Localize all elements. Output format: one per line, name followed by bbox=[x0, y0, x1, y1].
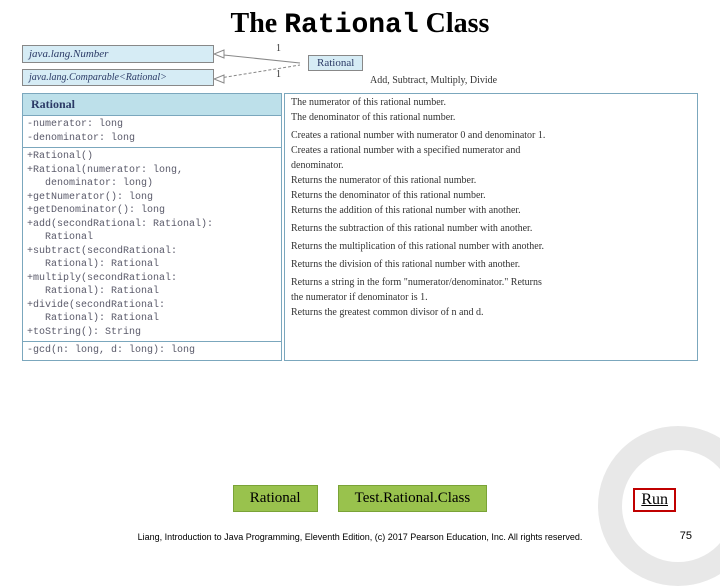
multiplicity-2: 1 bbox=[276, 69, 281, 80]
uml-op: Rational): Rational bbox=[27, 312, 277, 326]
uml-rational-box: Rational bbox=[308, 55, 363, 71]
desc: The denominator of this rational number. bbox=[291, 111, 691, 124]
desc: Creates a rational number with a specifi… bbox=[291, 144, 691, 157]
uml-parents-column: java.lang.Number java.lang.Comparable<Ra… bbox=[22, 45, 214, 89]
uml-op: +toString(): String bbox=[27, 326, 277, 340]
uml-op: +divide(secondRational: bbox=[27, 299, 277, 313]
uml-detail-tables: Rational -numerator: long -denominator: … bbox=[0, 89, 720, 361]
uml-class-area: 1 Rational 1 Add, Subtract, Multiply, Di… bbox=[220, 45, 698, 89]
desc: denominator. bbox=[291, 159, 691, 172]
desc: the numerator if denominator is 1. bbox=[291, 291, 691, 304]
page-number: 75 bbox=[680, 530, 692, 542]
uml-op: +subtract(secondRational: bbox=[27, 245, 277, 259]
uml-inheritance-diagram: java.lang.Number java.lang.Comparable<Ra… bbox=[0, 45, 720, 89]
uml-static-section: -gcd(n: long, d: long): long bbox=[23, 342, 281, 360]
uml-class-box: Rational -numerator: long -denominator: … bbox=[22, 93, 282, 361]
buttons-row: Rational Test.Rational.Class bbox=[0, 485, 720, 512]
uml-op: +getNumerator(): long bbox=[27, 191, 277, 205]
uml-attributes-section: -numerator: long -denominator: long bbox=[23, 116, 281, 148]
run-link[interactable]: Run bbox=[633, 488, 676, 512]
uml-class-header: Rational bbox=[23, 94, 281, 116]
uml-attr: -denominator: long bbox=[27, 132, 277, 146]
desc: Returns the division of this rational nu… bbox=[291, 258, 691, 271]
desc: Returns the greatest common divisor of n… bbox=[291, 306, 691, 319]
slide-title: The Rational Class bbox=[0, 8, 720, 41]
uml-op: Rational): Rational bbox=[27, 258, 277, 272]
assoc-label: Add, Subtract, Multiply, Divide bbox=[370, 75, 497, 86]
description-box: The numerator of this rational number. T… bbox=[284, 93, 698, 361]
test-rational-button[interactable]: Test.Rational.Class bbox=[338, 485, 488, 512]
desc: Returns the denominator of this rational… bbox=[291, 189, 691, 202]
uml-op: +Rational() bbox=[27, 150, 277, 164]
desc: Creates a rational number with numerator… bbox=[291, 129, 691, 142]
desc: Returns the addition of this rational nu… bbox=[291, 204, 691, 217]
footer-text: Liang, Introduction to Java Programming,… bbox=[0, 532, 720, 542]
uml-op: +multiply(secondRational: bbox=[27, 272, 277, 286]
uml-op: +getDenominator(): long bbox=[27, 204, 277, 218]
desc: Returns a string in the form "numerator/… bbox=[291, 276, 691, 289]
uml-op: +add(secondRational: Rational): bbox=[27, 218, 277, 232]
uml-op: Rational bbox=[27, 231, 277, 245]
desc: Returns the numerator of this rational n… bbox=[291, 174, 691, 187]
uml-attr: -numerator: long bbox=[27, 118, 277, 132]
uml-op: denominator: long) bbox=[27, 177, 277, 191]
desc: Returns the subtraction of this rational… bbox=[291, 222, 691, 235]
rational-button[interactable]: Rational bbox=[233, 485, 318, 512]
desc: The numerator of this rational number. bbox=[291, 96, 691, 109]
title-pre: The bbox=[231, 8, 285, 39]
title-mono: Rational bbox=[284, 10, 418, 41]
uml-operations-section: +Rational() +Rational(numerator: long, d… bbox=[23, 148, 281, 342]
multiplicity-1: 1 bbox=[276, 43, 281, 54]
uml-op: -gcd(n: long, d: long): long bbox=[27, 344, 277, 358]
title-post: Class bbox=[419, 8, 490, 39]
uml-op: Rational): Rational bbox=[27, 285, 277, 299]
desc: Returns the multiplication of this ratio… bbox=[291, 240, 691, 253]
uml-parent-comparable: java.lang.Comparable<Rational> bbox=[22, 69, 214, 86]
uml-op: +Rational(numerator: long, bbox=[27, 164, 277, 178]
uml-parent-number: java.lang.Number bbox=[22, 45, 214, 63]
